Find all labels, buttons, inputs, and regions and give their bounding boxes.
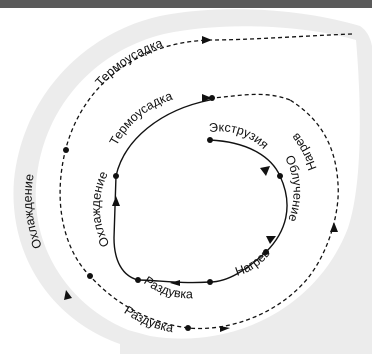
- outer-dashed-path: [59, 33, 353, 330]
- node-outer-left-bottom: [87, 273, 93, 279]
- arrow-outer-right: [330, 222, 338, 232]
- arrow-outer-left: [64, 290, 72, 300]
- arrow-inner-extrusion: [260, 166, 270, 176]
- arrow-outer-top: [202, 36, 212, 44]
- arrow-outer-bottom: [220, 326, 230, 332]
- node-inner-right-top: [277, 173, 283, 179]
- node-inner-top: [209, 95, 215, 101]
- node-inner-left-top: [113, 173, 119, 179]
- arrow-inner-irradiation: [266, 236, 276, 244]
- node-extrusion-start: [207, 137, 213, 143]
- node-outer-left-top: [63, 147, 69, 153]
- top-bar: [0, 0, 372, 8]
- arrow-inner-blowing: [170, 280, 180, 286]
- node-inner-bottom: [207, 279, 213, 285]
- node-inner-right-bottom: [263, 249, 269, 255]
- outer-return-dashed: [211, 93, 291, 101]
- band-cutout: [35, 26, 360, 339]
- arrow-inner-top: [202, 94, 212, 102]
- arrow-inner-cooling: [112, 196, 120, 206]
- node-outer-bottom: [185, 325, 191, 331]
- node-inner-left-bottom: [135, 277, 141, 283]
